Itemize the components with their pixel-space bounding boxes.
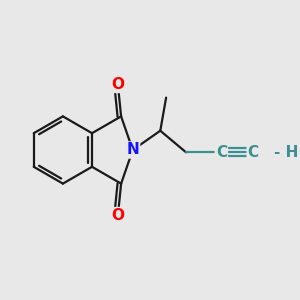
Text: C: C	[216, 145, 227, 160]
Text: C: C	[248, 145, 259, 160]
Text: O: O	[111, 77, 124, 92]
Text: O: O	[111, 208, 124, 223]
Text: N: N	[126, 142, 139, 158]
Text: - H: - H	[274, 145, 299, 160]
